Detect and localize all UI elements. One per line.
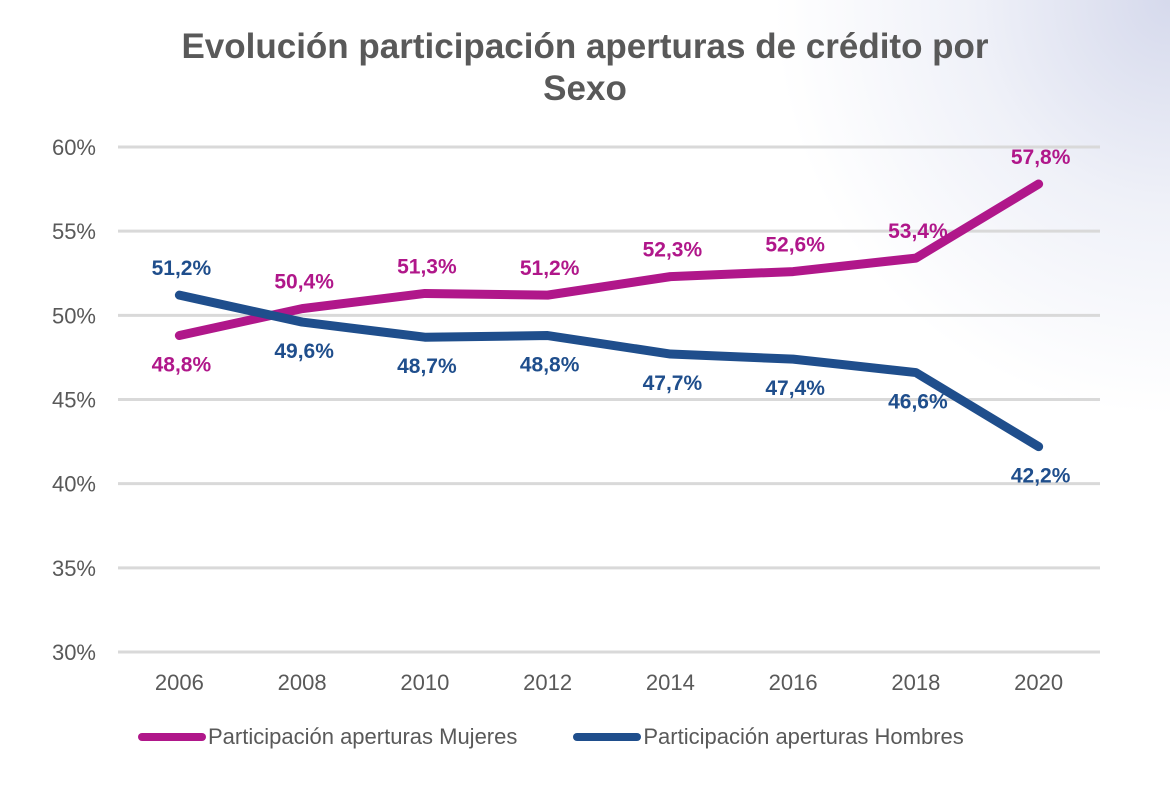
x-tick-label: 2010 <box>400 670 449 695</box>
x-tick-label: 2012 <box>523 670 572 695</box>
y-tick-label: 50% <box>52 303 96 328</box>
background-gradient <box>770 0 1170 420</box>
data-label: 51,2% <box>152 257 212 280</box>
x-tick-label: 2020 <box>1014 670 1063 695</box>
legend-item-hombres: Participación aperturas Hombres <box>573 724 964 750</box>
legend-label-mujeres: Participación aperturas Mujeres <box>208 724 518 749</box>
data-label: 48,7% <box>397 355 457 378</box>
legend-swatch-mujeres <box>138 733 206 741</box>
legend-item-mujeres: Participación aperturas Mujeres <box>138 724 517 750</box>
y-tick-label: 55% <box>52 219 96 244</box>
y-tick-label: 30% <box>52 640 96 665</box>
data-label: 57,8% <box>1011 146 1071 169</box>
x-tick-label: 2008 <box>278 670 327 695</box>
legend-label-hombres: Participación aperturas Hombres <box>643 724 964 749</box>
chart-title: Evolución participación aperturas de cré… <box>0 26 1170 110</box>
y-tick-label: 40% <box>52 472 96 497</box>
legend: Participación aperturas Mujeres Particip… <box>138 724 1020 750</box>
x-tick-label: 2016 <box>769 670 818 695</box>
data-label: 53,4% <box>888 220 948 243</box>
series-line-mujeres <box>174 179 1044 341</box>
series-line-hombres <box>174 290 1044 452</box>
title-line-1: Evolución participación aperturas de cré… <box>181 27 989 66</box>
x-tick-label: 2014 <box>646 670 695 695</box>
y-tick-label: 45% <box>52 388 96 413</box>
x-tick-label: 2018 <box>891 670 940 695</box>
data-label: 50,4% <box>274 271 334 294</box>
data-label: 47,4% <box>765 377 825 400</box>
data-label: 48,8% <box>152 354 212 377</box>
data-label: 51,3% <box>397 255 457 278</box>
data-label: 49,6% <box>274 340 334 363</box>
data-label: 52,6% <box>765 234 825 257</box>
legend-swatch-hombres <box>573 733 642 741</box>
title-line-2: Sexo <box>543 69 627 108</box>
data-label: 52,3% <box>643 239 703 262</box>
data-label: 46,6% <box>888 391 948 414</box>
data-label: 48,8% <box>520 354 580 377</box>
y-tick-label: 35% <box>52 556 96 581</box>
data-label: 47,7% <box>643 372 703 395</box>
y-tick-label: 60% <box>52 135 96 160</box>
x-tick-label: 2006 <box>155 670 204 695</box>
data-label: 42,2% <box>1011 465 1071 488</box>
data-label: 51,2% <box>520 257 580 280</box>
